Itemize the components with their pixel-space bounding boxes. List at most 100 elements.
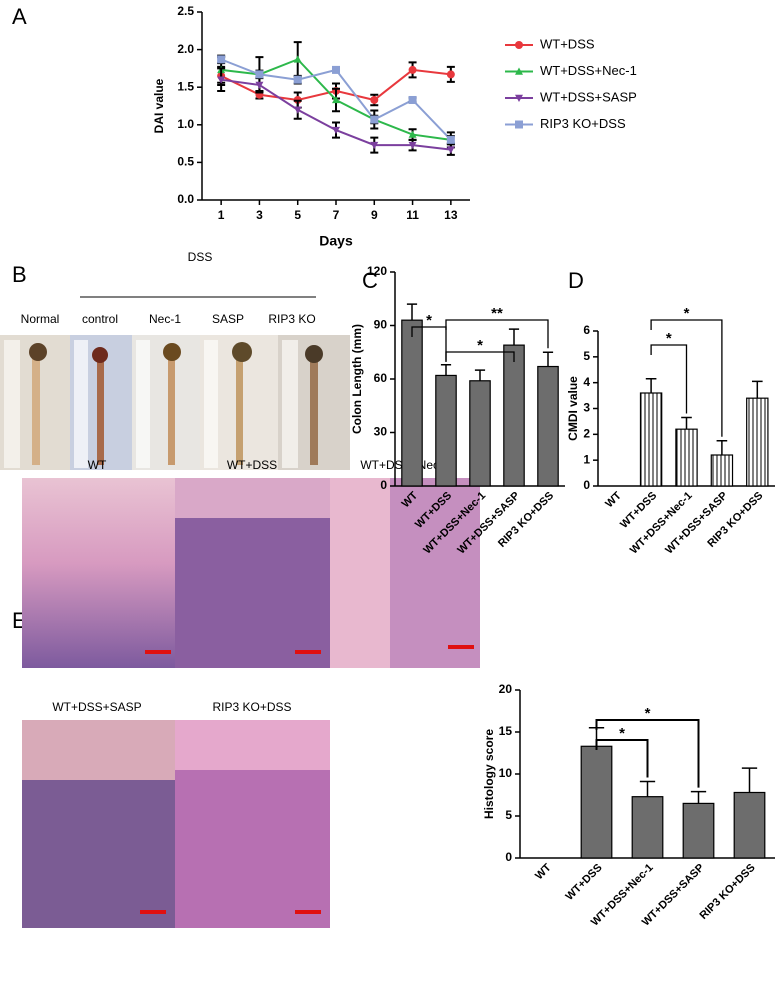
y-tick-label: 30 xyxy=(374,425,388,439)
legend-label: WT+DSS xyxy=(540,36,595,51)
legend-label: WT+DSS+Nec-1 xyxy=(540,63,637,78)
data-point xyxy=(217,76,226,84)
data-point xyxy=(332,95,340,104)
significance-label: * xyxy=(426,312,432,329)
bar xyxy=(733,791,766,859)
bar xyxy=(710,454,734,487)
x-tick-label: 13 xyxy=(444,208,458,222)
data-point xyxy=(370,95,379,104)
x-tick-label: 7 xyxy=(333,208,340,222)
error-bar xyxy=(542,351,554,367)
colon-photos xyxy=(0,335,350,470)
significance-bracket xyxy=(445,351,515,362)
photo-label: WT xyxy=(88,458,107,472)
y-tick-label: 1 xyxy=(583,452,590,466)
y-tick-label: 1.0 xyxy=(177,117,194,131)
data-point xyxy=(332,65,340,74)
photo-label: Normal xyxy=(21,312,60,326)
legend-marker xyxy=(515,120,523,129)
x-tick-label: WT xyxy=(603,489,624,510)
panel-label: A xyxy=(12,4,27,29)
data-point xyxy=(293,55,302,63)
panel-label: B xyxy=(12,262,27,287)
y-tick-label: 0 xyxy=(505,850,512,864)
y-axis-label: DAI value xyxy=(152,78,166,133)
y-axis-label: CMDI value xyxy=(566,376,580,441)
error-bar xyxy=(639,780,656,797)
y-tick-label: 4 xyxy=(583,375,590,389)
bar xyxy=(503,344,525,487)
x-tick-label: 9 xyxy=(371,208,378,222)
significance-label: * xyxy=(684,305,690,322)
data-point xyxy=(446,70,455,79)
histology-photos xyxy=(22,478,480,928)
y-tick-label: 120 xyxy=(367,264,387,278)
panel-label: C xyxy=(362,268,378,293)
bar xyxy=(537,365,559,487)
significance-label: * xyxy=(477,337,483,354)
error-bar xyxy=(406,303,418,321)
bar xyxy=(639,392,663,487)
bar xyxy=(746,397,769,487)
data-point xyxy=(332,126,340,135)
significance-bracket xyxy=(650,344,688,414)
x-tick-label: WT+DSS xyxy=(564,862,605,903)
x-tick-label: 11 xyxy=(406,208,419,222)
error-bar xyxy=(474,369,486,381)
x-tick-label: 1 xyxy=(218,208,225,222)
significance-label: * xyxy=(645,705,651,722)
legend-marker xyxy=(515,41,523,49)
y-tick-label: 60 xyxy=(374,371,388,385)
data-point xyxy=(255,81,264,89)
significance-bracket xyxy=(411,326,447,361)
bar xyxy=(469,380,491,487)
bar xyxy=(580,745,613,859)
photo-label: SASP xyxy=(212,312,244,326)
error-bar xyxy=(716,440,728,455)
error-bar xyxy=(690,790,707,804)
data-point xyxy=(293,75,302,84)
significance-bracket xyxy=(445,319,549,349)
data-point xyxy=(370,115,379,124)
photo-label: WT+DSS+SASP xyxy=(52,700,141,714)
legend-marker xyxy=(515,94,523,102)
bar xyxy=(682,802,715,859)
y-tick-label: 15 xyxy=(499,724,513,738)
x-tick-label: 5 xyxy=(294,208,301,222)
y-tick-label: 2.5 xyxy=(177,4,194,18)
significance-bracket xyxy=(650,319,723,437)
significance-label: * xyxy=(619,725,625,742)
y-tick-label: 0 xyxy=(583,478,590,492)
bar xyxy=(435,374,457,487)
photo-label: WT+DSS xyxy=(227,458,277,472)
data-point xyxy=(446,135,455,144)
significance-bracket xyxy=(595,739,649,778)
panel-label: D xyxy=(568,268,584,293)
y-tick-label: 0.5 xyxy=(177,155,194,169)
error-bar xyxy=(645,378,657,393)
error-bar xyxy=(751,380,763,399)
y-tick-label: 6 xyxy=(583,323,590,337)
photo-label: RIP3 KO xyxy=(268,312,315,326)
x-tick-label: WT+DSS+Nec-1 xyxy=(628,490,695,557)
y-tick-label: 1.5 xyxy=(177,79,194,93)
photo-label: Nec-1 xyxy=(149,312,181,326)
bar xyxy=(631,796,664,859)
x-tick-label: WT+DSS+SASP xyxy=(663,490,730,557)
error-bar xyxy=(741,767,758,793)
bar xyxy=(401,319,423,487)
error-bar xyxy=(440,363,452,376)
legend-label: RIP3 KO+DSS xyxy=(540,116,626,131)
photo-label: control xyxy=(82,312,118,326)
data-point xyxy=(408,95,417,104)
y-tick-label: 20 xyxy=(499,682,513,696)
y-tick-label: 5 xyxy=(505,808,512,822)
photo-label: RIP3 KO+DSS xyxy=(212,700,291,714)
data-point xyxy=(255,70,264,79)
y-tick-label: 0.0 xyxy=(177,192,194,206)
y-tick-label: 90 xyxy=(374,318,388,332)
x-axis-label: Days xyxy=(319,233,353,249)
error-bar xyxy=(681,416,692,430)
y-tick-label: 5 xyxy=(583,349,590,363)
y-tick-label: 10 xyxy=(499,766,513,780)
